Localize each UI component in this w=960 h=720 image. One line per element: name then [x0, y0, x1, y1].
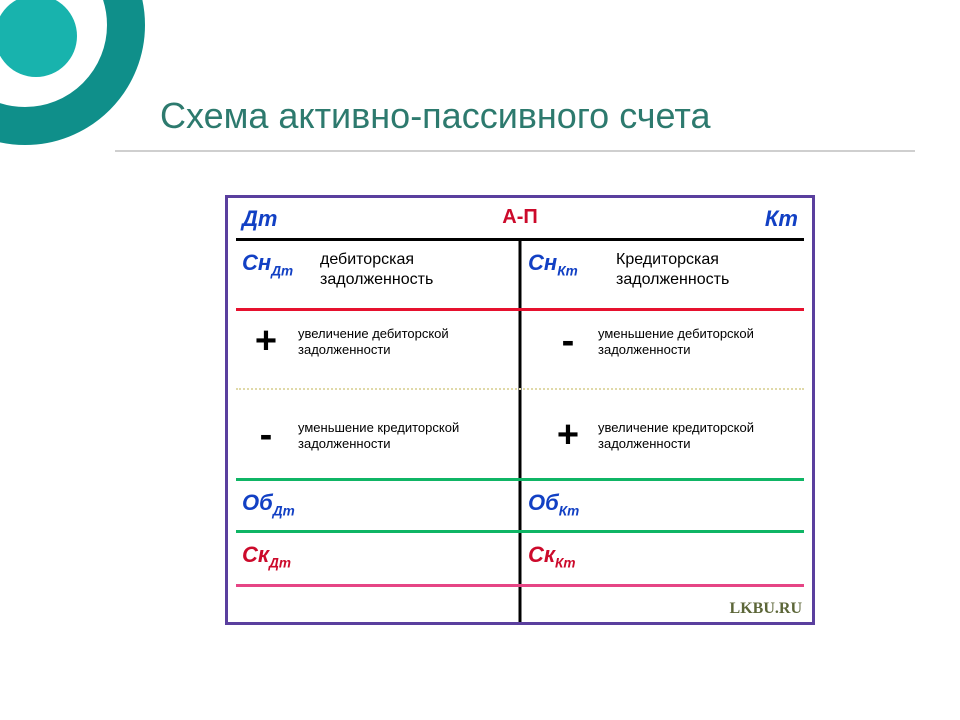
sk-kt-main: Ск — [528, 542, 555, 567]
sn-kt-label: СнКт — [528, 250, 578, 278]
hline-pink — [236, 584, 804, 587]
hline-under-header — [236, 238, 804, 241]
plus-right-text: увеличение кредиторской задолженности — [598, 420, 798, 453]
sk-dt-label: СкДт — [242, 542, 291, 570]
sn-dt-label: СнДт — [242, 250, 293, 278]
ob-kt-label: ОбКт — [528, 490, 579, 518]
sign-plus-left: + — [246, 320, 286, 363]
brand-label: LKBU.RU — [730, 600, 802, 618]
sn-kt-sub: Кт — [557, 263, 578, 278]
sn-dt-text: дебиторская задолженность — [320, 250, 490, 290]
sign-minus-right: - — [548, 320, 588, 363]
sn-dt-main: Сн — [242, 250, 271, 275]
header-kt: Кт — [765, 206, 798, 232]
ob-dt-sub: Дт — [273, 503, 295, 518]
ob-dt-main: Об — [242, 490, 273, 515]
center-divider — [519, 238, 522, 622]
sn-kt-main: Сн — [528, 250, 557, 275]
hline-green-1 — [236, 478, 804, 481]
sk-kt-label: СкКт — [528, 542, 576, 570]
plus-left-text: увеличение дебиторской задолженности — [298, 326, 498, 359]
sk-dt-main: Ск — [242, 542, 269, 567]
ob-kt-sub: Кт — [559, 503, 580, 518]
header-ap: А-П — [502, 206, 537, 229]
sign-minus-left: - — [246, 414, 286, 457]
sn-kt-text: Кредиторская задолженность — [616, 250, 796, 290]
sk-dt-sub: Дт — [269, 555, 291, 570]
sign-plus-right: + — [548, 414, 588, 457]
hline-green-2 — [236, 530, 804, 533]
hline-dashed — [236, 388, 804, 390]
title-underline — [115, 150, 915, 152]
sn-dt-sub: Дт — [271, 263, 293, 278]
ob-dt-label: ОбДт — [242, 490, 295, 518]
minus-left-text: уменьшение кредиторской задолженности — [298, 420, 498, 453]
ob-kt-main: Об — [528, 490, 559, 515]
sk-kt-sub: Кт — [555, 555, 576, 570]
account-schema: Дт А-П Кт СнДт дебиторская задолженность… — [225, 195, 815, 625]
header-dt: Дт — [242, 206, 277, 232]
minus-right-text: уменьшение дебиторской задолженности — [598, 326, 798, 359]
page-title: Схема активно-пассивного счета — [160, 95, 710, 137]
hline-red-1 — [236, 308, 804, 311]
